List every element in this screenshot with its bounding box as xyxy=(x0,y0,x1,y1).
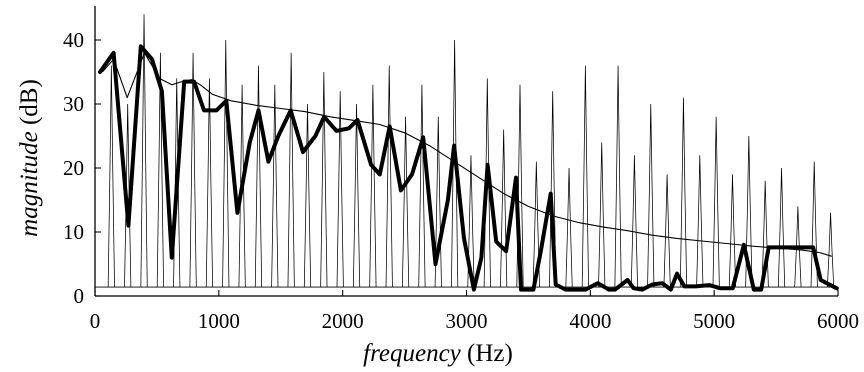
harmonic-peak-31 xyxy=(598,142,606,288)
harmonic-peak-13 xyxy=(303,103,312,288)
y-tick-label-40: 40 xyxy=(63,28,84,52)
harmonic-peak-33 xyxy=(630,155,638,288)
y-axis-label: magnitude (dB) xyxy=(16,79,43,237)
harmonic-peak-1 xyxy=(107,65,115,288)
harmonic-peak-45 xyxy=(826,212,835,288)
harmonic-peak-20 xyxy=(418,84,426,288)
harmonic-peak-8 xyxy=(222,39,230,288)
estimated-magnitude-line xyxy=(98,44,839,292)
harmonic-peak-34 xyxy=(647,103,655,288)
harmonic-peak-38 xyxy=(712,116,720,288)
x-tick-label-2000: 2000 xyxy=(322,309,364,333)
harmonic-peak-7 xyxy=(205,78,213,288)
harmonic-peak-30 xyxy=(581,65,589,288)
x-tick-label-0: 0 xyxy=(90,309,101,333)
harmonic-peak-42 xyxy=(777,167,786,288)
harmonic-peak-11 xyxy=(271,84,279,288)
plot-area xyxy=(95,14,839,292)
harmonic-peak-35 xyxy=(663,174,671,288)
harmonic-peak-37 xyxy=(696,155,704,288)
harmonic-peak-10 xyxy=(254,65,263,288)
x-axis-label: frequency (Hz) xyxy=(363,340,513,367)
harmonic-peak-3 xyxy=(140,14,148,288)
harmonic-peak-22 xyxy=(451,39,459,288)
x-tick-label-3000: 3000 xyxy=(446,309,488,333)
harmonic-peak-14 xyxy=(320,71,328,288)
x-tick-label-6000: 6000 xyxy=(817,309,859,333)
harmonic-peak-4 xyxy=(156,52,164,288)
harmonic-peak-39 xyxy=(728,174,737,288)
spectral-envelope-line xyxy=(101,52,832,257)
harmonic-peak-32 xyxy=(614,65,622,288)
harmonic-peak-18 xyxy=(385,65,393,288)
y-tick-label-30: 30 xyxy=(63,92,84,116)
harmonic-peak-17 xyxy=(369,84,377,288)
x-tick-label-4000: 4000 xyxy=(569,309,611,333)
y-tick-label-10: 10 xyxy=(63,220,84,244)
harmonic-peak-36 xyxy=(679,97,688,288)
harmonic-peak-23 xyxy=(467,155,475,288)
harmonic-peak-40 xyxy=(745,135,753,288)
x-tick-label-5000: 5000 xyxy=(693,309,735,333)
y-tick-label-20: 20 xyxy=(63,156,84,180)
x-tick-label-1000: 1000 xyxy=(198,309,240,333)
harmonic-peak-16 xyxy=(352,103,361,288)
harmonic-peak-44 xyxy=(810,161,818,288)
y-tick-label-0: 0 xyxy=(74,284,85,308)
harmonic-peak-29 xyxy=(565,167,573,288)
harmonic-peak-25 xyxy=(500,129,508,288)
harmonic-peak-6 xyxy=(189,52,197,288)
harmonic-peak-43 xyxy=(794,206,802,288)
harmonic-peak-27 xyxy=(532,161,540,288)
ticks: 0 1000 2000 3000 4000 5000 6000 0 10 20 30 40 xyxy=(63,28,859,333)
harmonic-peak-9 xyxy=(238,84,246,288)
harmonic-peak-12 xyxy=(287,52,295,288)
harmonic-peak-15 xyxy=(336,91,344,288)
harmonic-peak-19 xyxy=(401,116,410,288)
harmonic-peak-21 xyxy=(434,116,442,288)
